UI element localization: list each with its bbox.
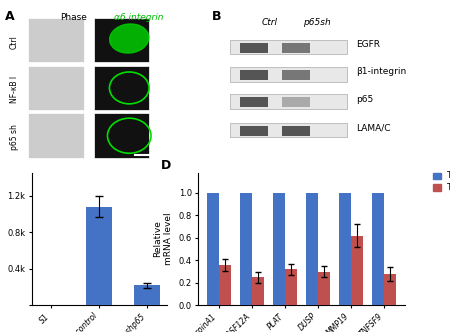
Bar — [239, 70, 268, 80]
Text: Phase: Phase — [60, 13, 87, 22]
Bar — [240, 193, 252, 305]
Bar — [285, 270, 297, 305]
Text: B: B — [212, 10, 221, 23]
Legend: T4-2-vector control, T4-2-shp65: T4-2-vector control, T4-2-shp65 — [432, 170, 450, 194]
Bar — [86, 207, 112, 305]
Bar — [134, 285, 160, 305]
Text: EGFR: EGFR — [356, 41, 381, 49]
Text: Ctrl: Ctrl — [10, 35, 19, 48]
Bar — [318, 272, 329, 305]
Text: β1-integrin: β1-integrin — [356, 67, 407, 76]
Bar — [351, 236, 363, 305]
Bar — [282, 97, 310, 107]
Bar — [230, 94, 347, 109]
Bar — [274, 193, 285, 305]
Bar — [28, 66, 84, 110]
Text: LAMA/C: LAMA/C — [356, 123, 391, 132]
Bar — [239, 43, 268, 53]
Bar — [230, 67, 347, 82]
Bar — [28, 18, 84, 62]
Bar — [239, 126, 268, 136]
Y-axis label: Invade cells: Invade cells — [0, 212, 1, 266]
Bar — [207, 193, 219, 305]
Bar — [252, 277, 264, 305]
Y-axis label: Relative
mRNA level: Relative mRNA level — [153, 213, 173, 265]
Bar — [339, 193, 351, 305]
Bar — [239, 97, 268, 107]
Ellipse shape — [110, 24, 149, 53]
Text: Ctrl: Ctrl — [262, 18, 278, 27]
Text: p65sh: p65sh — [303, 18, 331, 27]
Bar — [28, 114, 84, 158]
Bar — [373, 193, 384, 305]
Text: α6 integrin: α6 integrin — [114, 13, 164, 22]
Text: D: D — [161, 159, 171, 172]
Text: NF-κB I: NF-κB I — [10, 76, 19, 103]
Bar — [282, 43, 310, 53]
Bar — [282, 70, 310, 80]
Text: A: A — [4, 10, 14, 23]
Bar — [230, 123, 347, 137]
Bar — [219, 265, 230, 305]
Bar — [230, 40, 347, 54]
Text: p65: p65 — [356, 95, 374, 104]
Bar — [306, 193, 318, 305]
Bar — [94, 66, 149, 110]
Bar — [94, 18, 149, 62]
Bar — [282, 126, 310, 136]
Text: p65 sh: p65 sh — [10, 124, 19, 150]
Bar — [94, 114, 149, 158]
Bar — [384, 274, 396, 305]
